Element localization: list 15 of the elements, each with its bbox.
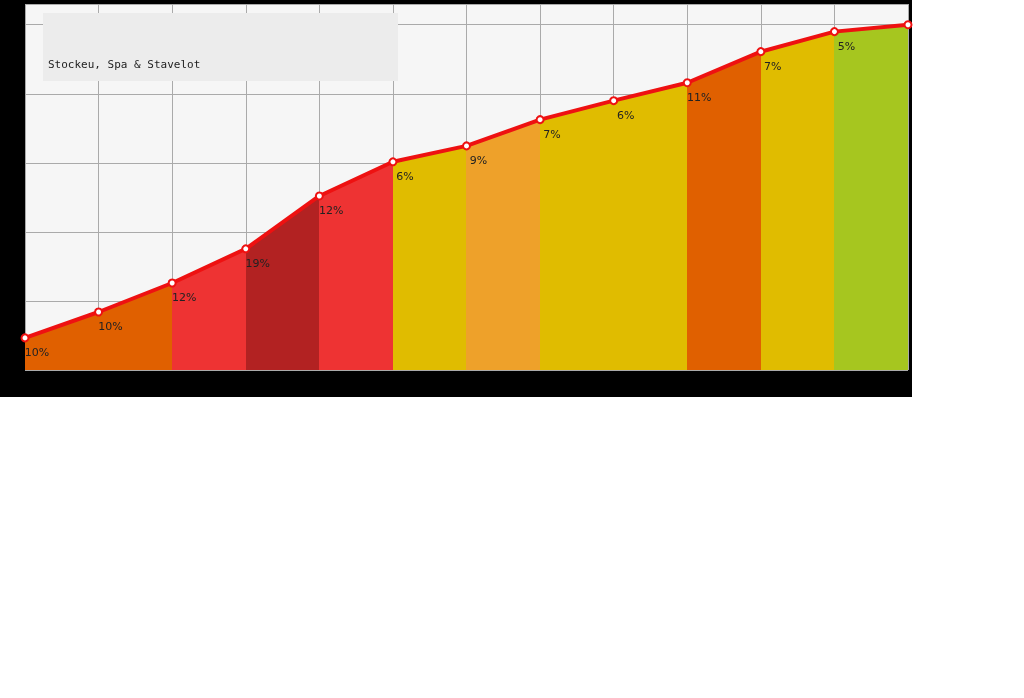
annotation: 9% xyxy=(469,153,488,167)
annotation: 5% xyxy=(837,39,856,53)
annotation: 7% xyxy=(764,59,782,73)
text: Stockeu, Spa & Stavelot xyxy=(48,58,201,71)
annotation: 10% xyxy=(24,345,50,359)
annotation: 6% xyxy=(396,169,414,183)
annotation: 11% xyxy=(687,90,712,104)
annotation: 12% xyxy=(171,290,197,304)
annotation: 19% xyxy=(245,256,270,270)
annotation: 12% xyxy=(319,203,344,217)
point xyxy=(167,278,177,288)
annotation: 7% xyxy=(543,127,561,141)
annotation: 10% xyxy=(98,319,123,333)
annotation: 6% xyxy=(616,108,635,122)
point xyxy=(314,191,324,201)
